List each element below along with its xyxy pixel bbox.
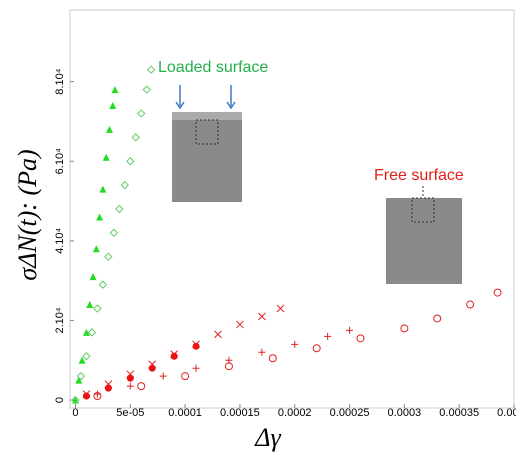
point <box>99 185 107 193</box>
x-tick-label: 0.00025 <box>330 407 370 419</box>
point <box>93 390 101 398</box>
point <box>102 153 110 161</box>
point <box>146 65 156 74</box>
point <box>109 102 117 110</box>
annotation: Free surface <box>374 167 464 184</box>
point <box>181 372 190 381</box>
point <box>312 344 321 353</box>
point <box>115 204 124 214</box>
point <box>120 180 130 190</box>
annotation: Loaded surface <box>158 59 268 76</box>
point <box>170 352 178 360</box>
y-tick-label: 0 <box>54 397 66 403</box>
point <box>356 334 365 343</box>
point <box>86 301 94 309</box>
point <box>98 280 108 289</box>
point <box>126 374 134 382</box>
point <box>71 395 80 405</box>
point <box>433 314 442 323</box>
point <box>92 245 100 253</box>
point <box>258 348 266 356</box>
x-tick-label: 0.00015 <box>220 407 260 419</box>
point <box>137 382 146 391</box>
point <box>111 86 119 94</box>
point <box>291 340 299 348</box>
point <box>89 273 97 281</box>
y-axis-label: σΔN(t): (Pa) <box>13 149 42 280</box>
point <box>93 392 102 401</box>
point <box>96 213 104 221</box>
point <box>268 354 277 363</box>
plot-frame <box>69 9 515 409</box>
point <box>126 382 134 390</box>
point <box>109 228 119 238</box>
point <box>493 288 502 297</box>
x-tick-label: 0.0002 <box>278 407 312 419</box>
point <box>76 371 86 381</box>
x-axis-label: Δγ <box>254 423 281 452</box>
x-tick-label: 5e-05 <box>116 407 144 419</box>
point <box>192 342 200 350</box>
point <box>87 328 97 337</box>
y-tick-label: 6.10⁴ <box>54 148 66 174</box>
point <box>236 320 244 329</box>
point <box>400 324 409 333</box>
point <box>346 326 354 334</box>
point <box>78 356 86 364</box>
point <box>137 109 146 118</box>
point <box>148 364 156 372</box>
point <box>82 352 91 361</box>
point <box>276 304 285 313</box>
free-inset <box>386 186 462 284</box>
point <box>466 300 475 309</box>
point <box>224 362 233 371</box>
x-tick-label: 0.00035 <box>439 407 479 419</box>
y-tick-label: 8.10⁴ <box>54 68 66 94</box>
point <box>214 330 222 339</box>
point <box>82 328 90 336</box>
point <box>159 372 167 380</box>
point <box>104 252 113 261</box>
point <box>131 133 140 142</box>
x-tick-label: 0 <box>72 407 78 419</box>
point <box>82 392 90 400</box>
point <box>104 384 112 392</box>
point <box>257 312 266 321</box>
point <box>75 376 83 384</box>
point <box>192 364 200 372</box>
y-tick-label: 2.10⁴ <box>54 307 66 333</box>
x-tick-label: 0.0001 <box>168 407 202 419</box>
point <box>142 85 151 94</box>
y-tick-label: 4.10⁴ <box>54 228 66 254</box>
point <box>105 125 113 133</box>
point <box>324 332 332 340</box>
point <box>93 304 102 313</box>
x-tick-label: 0.0004 <box>497 407 516 419</box>
x-tick-label: 0.0003 <box>388 407 422 419</box>
loaded-inset <box>172 85 242 202</box>
point <box>126 157 135 166</box>
